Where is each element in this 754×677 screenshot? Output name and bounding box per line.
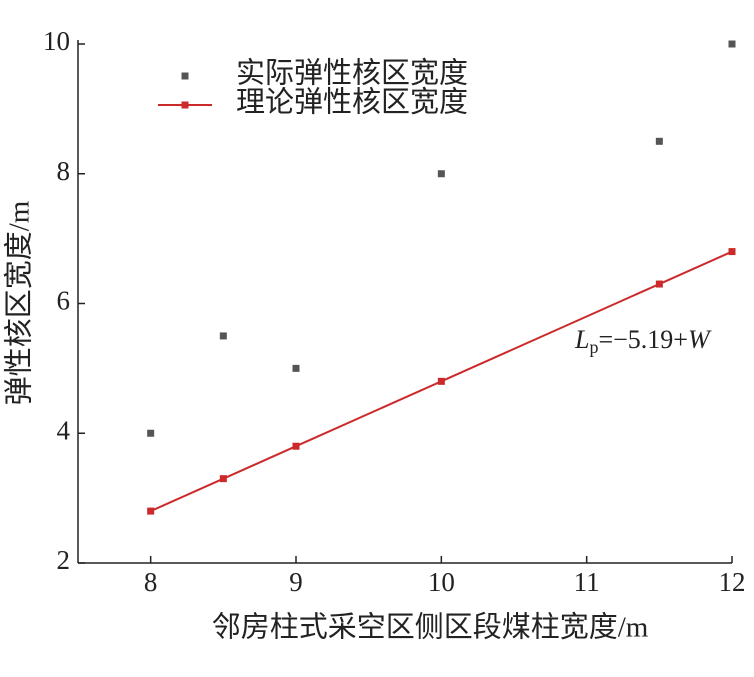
annotation-part: L — [574, 325, 589, 354]
point — [147, 507, 155, 515]
point — [219, 475, 227, 483]
y-tick-label: 6 — [57, 286, 71, 316]
annotation: Lp=−5.19+W — [574, 325, 712, 357]
x-tick-label: 10 — [428, 567, 455, 597]
annotation-part: W — [688, 325, 712, 354]
legend-label: 实际弹性核区宽度 — [236, 57, 468, 90]
y-tick-label: 8 — [57, 156, 71, 186]
point — [292, 364, 300, 372]
y-tick-label: 10 — [43, 26, 70, 56]
point — [728, 248, 736, 256]
point — [655, 137, 663, 145]
point — [437, 170, 445, 178]
point — [147, 429, 155, 437]
x-tick-label: 8 — [144, 567, 158, 597]
x-tick-label: 9 — [289, 567, 303, 597]
legend-marker — [181, 101, 189, 109]
x-axis-label: 邻房柱式采空区侧区段煤柱宽度/m — [212, 611, 649, 644]
point — [219, 332, 227, 340]
annotation-part: p — [589, 337, 598, 357]
legend-label: 理论弹性核区宽度 — [236, 86, 468, 119]
series-line — [150, 250, 733, 513]
y-tick-label: 2 — [57, 545, 71, 575]
point — [437, 377, 445, 385]
annotation-part: =−5.19+ — [598, 325, 688, 354]
x-tick-label: 12 — [719, 567, 746, 597]
y-tick-label: 4 — [57, 415, 71, 445]
point — [292, 442, 300, 450]
y-axis-label: 弹性核区宽度/m — [3, 200, 36, 405]
legend-marker — [181, 72, 189, 80]
point — [728, 40, 736, 48]
point — [655, 280, 663, 288]
x-tick-label: 11 — [574, 567, 600, 597]
